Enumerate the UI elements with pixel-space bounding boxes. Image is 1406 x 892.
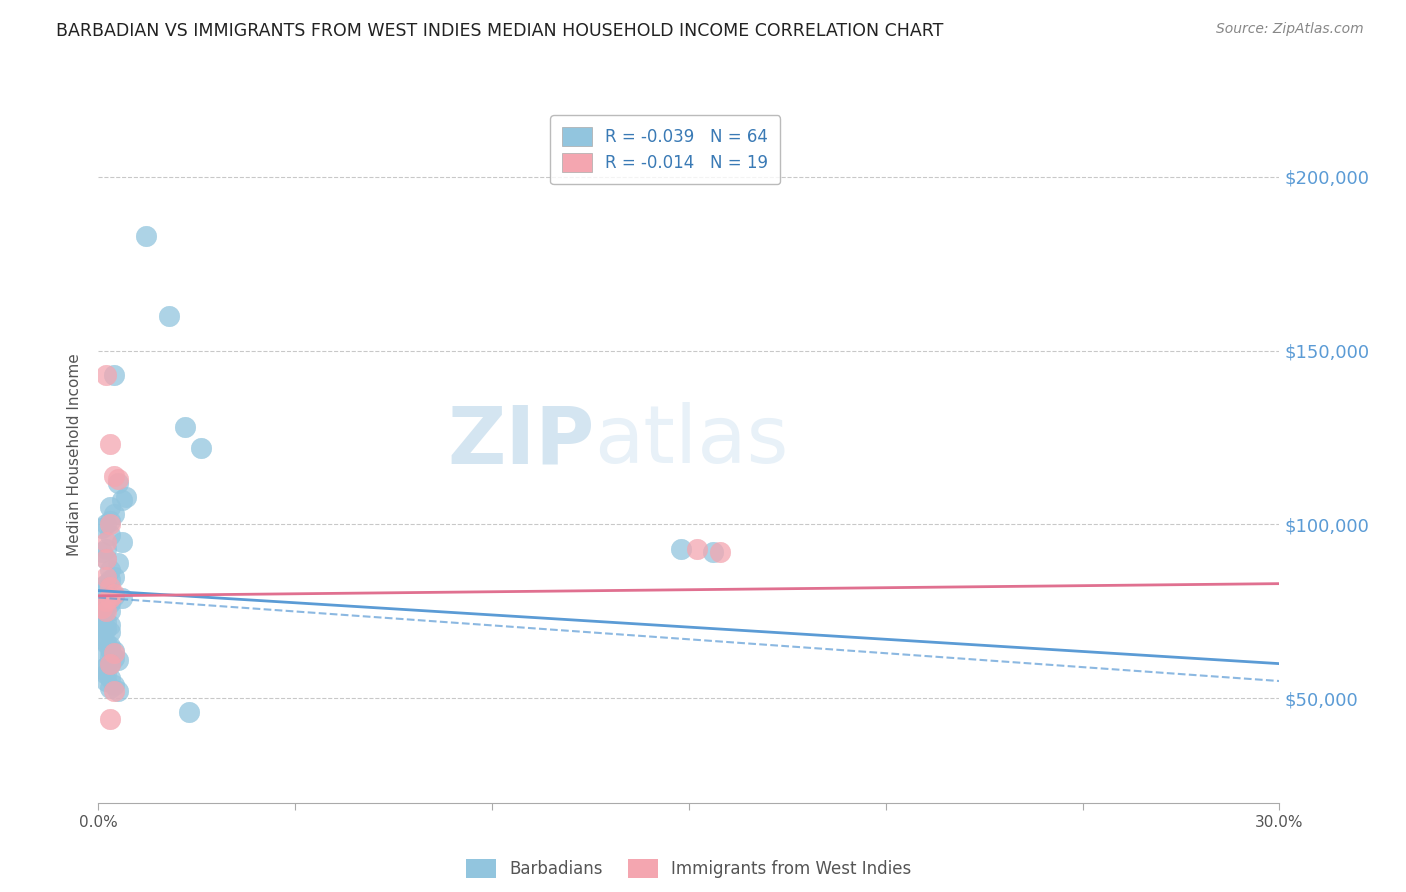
Point	[103, 507, 125, 521]
Point	[98, 514, 121, 528]
Point	[91, 620, 114, 634]
Point	[98, 639, 121, 653]
Point	[174, 420, 197, 434]
Point	[669, 541, 692, 556]
Point	[91, 598, 114, 612]
Y-axis label: Median Household Income: Median Household Income	[67, 353, 83, 557]
Point	[111, 493, 134, 508]
Point	[98, 591, 121, 605]
Text: ZIP: ZIP	[447, 402, 595, 480]
Point	[96, 622, 118, 636]
Point	[98, 618, 121, 632]
Point	[91, 632, 114, 647]
Point	[190, 441, 212, 455]
Point	[96, 636, 118, 650]
Point	[111, 591, 134, 605]
Point	[103, 570, 125, 584]
Point	[103, 651, 125, 665]
Point	[107, 684, 129, 698]
Point	[709, 545, 731, 559]
Point	[98, 681, 121, 695]
Point	[103, 646, 125, 660]
Text: Source: ZipAtlas.com: Source: ZipAtlas.com	[1216, 22, 1364, 37]
Point	[96, 601, 118, 615]
Legend: Barbadians, Immigrants from West Indies: Barbadians, Immigrants from West Indies	[460, 853, 918, 885]
Point	[96, 368, 118, 382]
Point	[96, 576, 118, 591]
Point	[702, 545, 724, 559]
Point	[103, 468, 125, 483]
Point	[98, 596, 121, 610]
Point	[98, 573, 121, 587]
Point	[98, 605, 121, 619]
Point	[96, 552, 118, 566]
Point	[103, 644, 125, 658]
Point	[91, 607, 114, 622]
Point	[98, 657, 121, 671]
Point	[177, 706, 200, 720]
Point	[96, 517, 118, 532]
Point	[98, 712, 121, 726]
Point	[686, 541, 709, 556]
Point	[98, 642, 121, 657]
Text: atlas: atlas	[595, 402, 789, 480]
Point	[96, 667, 118, 681]
Point	[98, 671, 121, 685]
Point	[91, 629, 114, 643]
Point	[98, 580, 121, 594]
Point	[96, 646, 118, 660]
Point	[96, 615, 118, 629]
Point	[107, 556, 129, 570]
Text: BARBADIAN VS IMMIGRANTS FROM WEST INDIES MEDIAN HOUSEHOLD INCOME CORRELATION CHA: BARBADIAN VS IMMIGRANTS FROM WEST INDIES…	[56, 22, 943, 40]
Point	[103, 587, 125, 601]
Point	[96, 660, 118, 674]
Point	[103, 677, 125, 691]
Point	[98, 437, 121, 451]
Point	[103, 684, 125, 698]
Point	[135, 228, 157, 243]
Point	[91, 583, 114, 598]
Point	[91, 611, 114, 625]
Point	[98, 594, 121, 608]
Point	[115, 490, 138, 504]
Point	[96, 552, 118, 566]
Point	[98, 563, 121, 577]
Point	[98, 517, 121, 532]
Point	[91, 662, 114, 676]
Point	[96, 570, 118, 584]
Point	[96, 534, 118, 549]
Point	[91, 601, 114, 615]
Point	[98, 528, 121, 542]
Point	[103, 368, 125, 382]
Point	[107, 475, 129, 490]
Point	[96, 541, 118, 556]
Point	[98, 625, 121, 640]
Point	[91, 521, 114, 535]
Point	[91, 603, 114, 617]
Point	[103, 589, 125, 603]
Point	[107, 653, 129, 667]
Point	[96, 594, 118, 608]
Point	[91, 613, 114, 627]
Point	[91, 580, 114, 594]
Point	[111, 534, 134, 549]
Point	[96, 587, 118, 601]
Point	[107, 472, 129, 486]
Point	[96, 674, 118, 689]
Point	[91, 545, 114, 559]
Point	[96, 605, 118, 619]
Point	[98, 649, 121, 664]
Point	[157, 309, 180, 323]
Point	[98, 500, 121, 514]
Point	[98, 657, 121, 671]
